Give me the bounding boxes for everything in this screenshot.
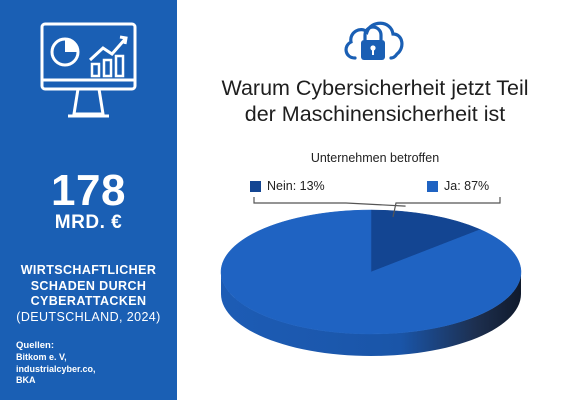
- damage-description: WIRTSCHAFTLICHER SCHADEN DURCH CYBERATTA…: [0, 263, 177, 325]
- legend-label-nein: Nein: 13%: [267, 179, 325, 193]
- damage-amount: 178: [51, 166, 126, 215]
- leader-line-ja: [392, 197, 501, 218]
- pie-side-wall: [221, 272, 521, 356]
- headline-line: Warum Cybersicherheit jetzt Teil: [221, 76, 529, 100]
- legend-label-ja: Ja: 87%: [444, 179, 490, 193]
- sources-title: Quellen:: [16, 340, 55, 351]
- damage-line: WIRTSCHAFTLICHER: [20, 263, 157, 277]
- pie-slice-nein: [370, 209, 481, 273]
- source-item: industrialcyber.co,: [16, 363, 96, 374]
- damage-line: SCHADEN DURCH: [30, 278, 147, 293]
- monitor-chart-icon: [40, 22, 137, 118]
- leader-line-nein: [253, 197, 406, 207]
- legend-item-ja: Ja: 87%: [427, 179, 489, 193]
- damage-line: CYBERATTACKEN: [30, 294, 147, 308]
- source-item: BKA: [16, 375, 36, 385]
- pie-slice-ja: [220, 209, 522, 335]
- source-item: Bitkom e. V,: [16, 352, 67, 362]
- chart-title: Unternehmen betroffen: [310, 151, 440, 165]
- legend-item-nein: Nein: 13%: [250, 179, 325, 193]
- damage-unit: MRD. €: [54, 212, 123, 233]
- left-panel: 178 MRD. € WIRTSCHAFTLICHER SCHADEN DURC…: [0, 0, 177, 400]
- headline-line: der Maschinensicherheit ist: [244, 102, 506, 126]
- sources-list: Bitkom e. V, industrialcyber.co, BKA: [16, 352, 96, 387]
- legend-swatch-ja: [427, 180, 438, 192]
- page-headline: Warum Cybersicherheit jetzt Teil der Mas…: [190, 75, 560, 127]
- cloud-lock-icon: [344, 21, 404, 60]
- legend-swatch-nein: [250, 180, 261, 192]
- damage-line: (DEUTSCHLAND, 2024): [16, 309, 161, 324]
